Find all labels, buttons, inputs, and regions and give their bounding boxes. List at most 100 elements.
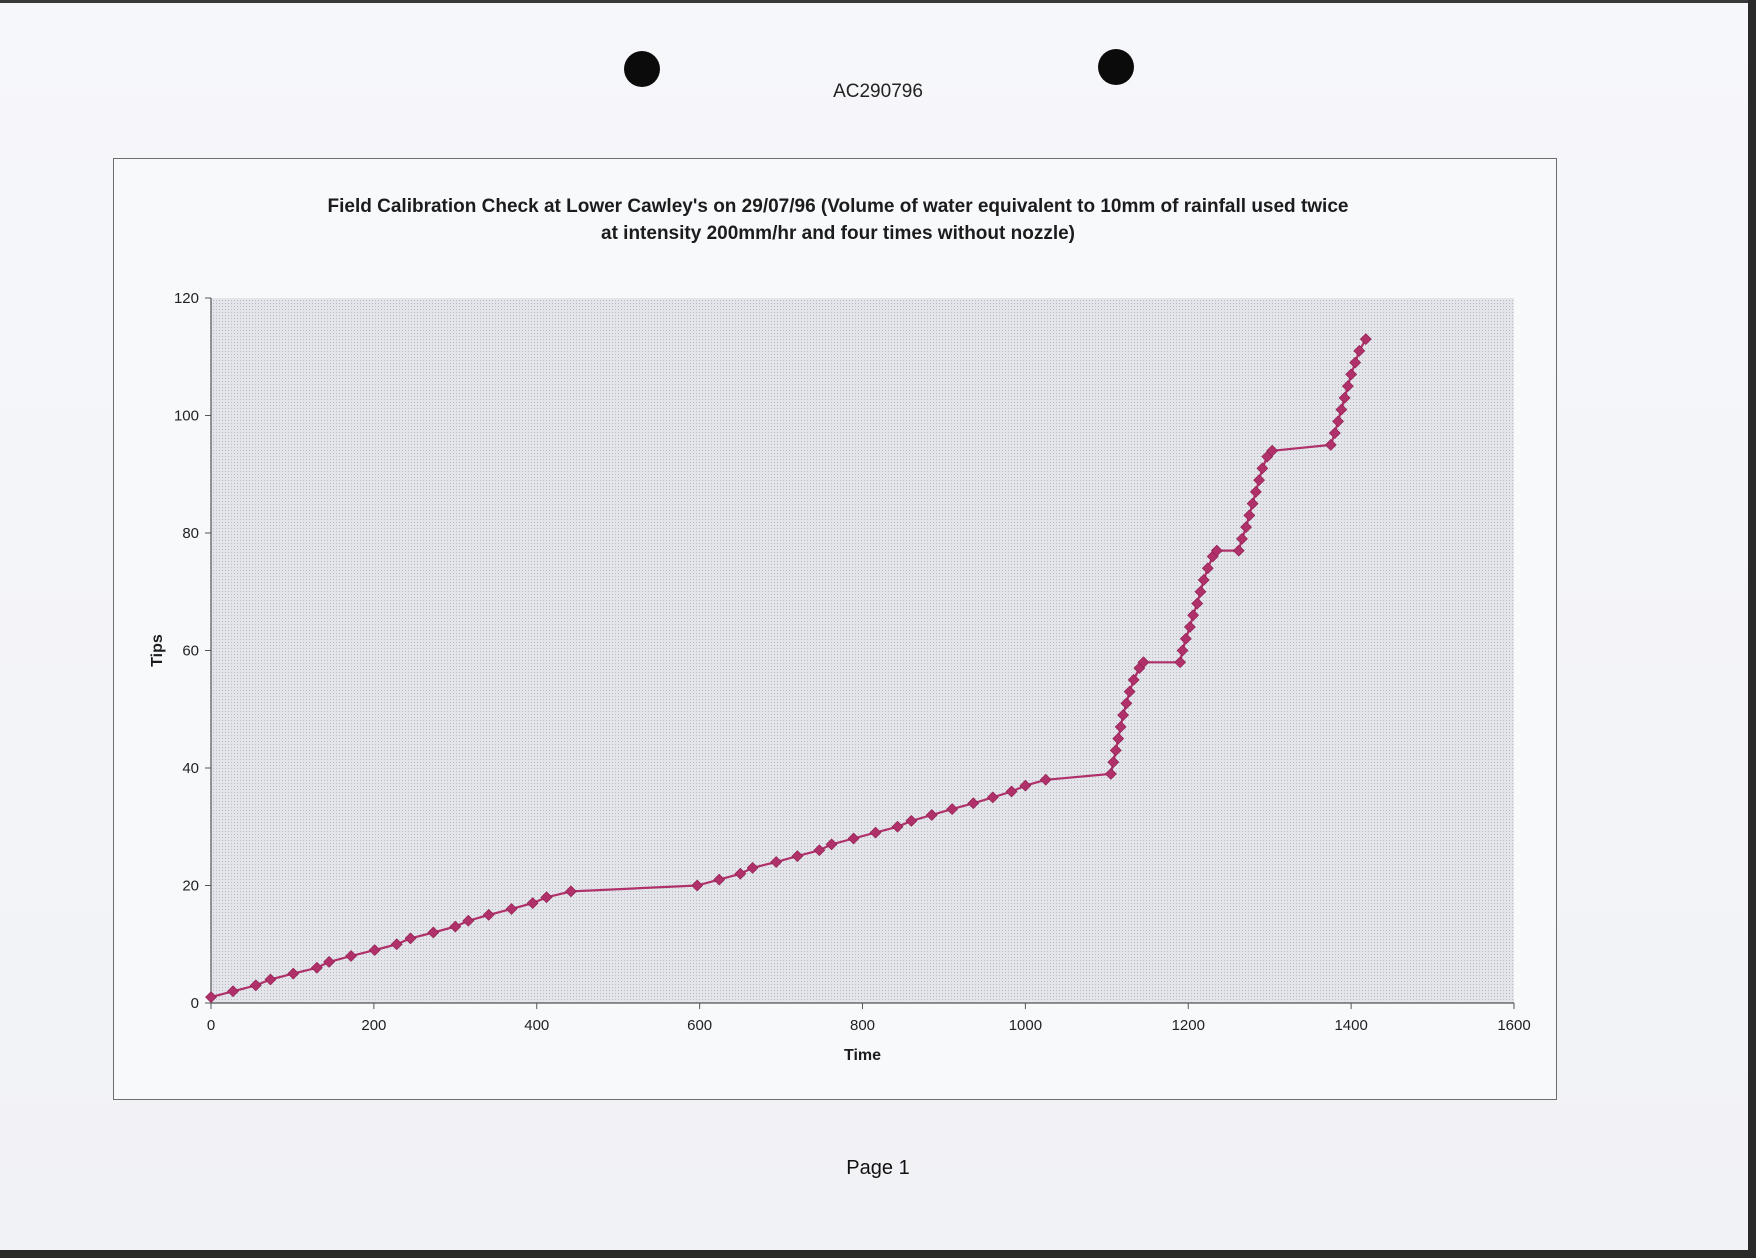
- plot-area: [211, 298, 1514, 1003]
- data-point-marker: [427, 926, 440, 939]
- data-point-marker: [1174, 656, 1187, 669]
- series-layer: [205, 333, 1372, 1004]
- data-point-marker: [540, 891, 553, 904]
- data-point-marker: [1187, 609, 1200, 622]
- x-tick-label: 1200: [1172, 1017, 1205, 1034]
- data-point-marker: [1191, 597, 1204, 610]
- data-point-marker: [1266, 444, 1279, 457]
- x-tick-label: 800: [850, 1017, 875, 1034]
- data-point-marker: [1246, 497, 1259, 510]
- punch-hole-right: [1098, 49, 1134, 85]
- data-point-marker: [1109, 744, 1122, 757]
- data-point-marker: [1240, 521, 1252, 534]
- data-point-marker: [1249, 485, 1262, 498]
- data-point-marker: [1114, 720, 1127, 733]
- data-point-marker: [1120, 697, 1133, 710]
- data-point-marker: [1005, 785, 1018, 798]
- data-point-marker: [825, 838, 838, 851]
- data-point-marker: [1253, 474, 1266, 487]
- data-point-marker: [565, 885, 577, 898]
- data-point-marker: [1183, 621, 1196, 633]
- y-tick-label: 40: [182, 760, 199, 777]
- y-tick-label: 80: [182, 525, 199, 542]
- data-point-marker: [1353, 344, 1366, 357]
- y-axis-title: Tips: [149, 634, 166, 667]
- scan-edge-bottom: [0, 1250, 1756, 1258]
- data-point-marker: [1123, 685, 1136, 698]
- data-point-marker: [746, 861, 759, 874]
- x-tick-label: 1400: [1334, 1017, 1367, 1034]
- x-axis-title: Time: [844, 1047, 881, 1064]
- data-point-marker: [1243, 509, 1256, 522]
- data-point-marker: [847, 832, 860, 845]
- x-tick-label: 200: [361, 1017, 386, 1034]
- data-point-marker: [1236, 532, 1248, 545]
- data-point-marker: [1201, 562, 1214, 575]
- data-point-marker: [1112, 732, 1125, 745]
- data-point-marker: [390, 938, 403, 951]
- data-point-marker: [310, 961, 323, 974]
- x-tick-label: 400: [524, 1017, 549, 1034]
- data-point-marker: [227, 985, 239, 998]
- data-point-marker: [287, 967, 300, 980]
- scan-edge-right: [1748, 0, 1756, 1258]
- chart-title-line-2: at intensity 200mm/hr and four times wit…: [601, 223, 1075, 244]
- data-point-marker: [1332, 415, 1345, 428]
- data-point-marker: [1194, 585, 1207, 598]
- x-tick-label: 600: [687, 1017, 712, 1034]
- data-point-marker: [1359, 333, 1372, 346]
- data-point-marker: [1256, 462, 1269, 475]
- data-point-marker: [1197, 574, 1210, 586]
- data-point-marker: [249, 979, 262, 992]
- y-tick-label: 120: [174, 290, 199, 307]
- data-point-marker: [368, 944, 381, 957]
- x-tick-label: 1600: [1497, 1017, 1530, 1034]
- y-tick-label: 60: [182, 643, 199, 660]
- data-point-marker: [770, 856, 783, 868]
- data-point-marker: [967, 797, 980, 810]
- chart-title-line-1: Field Calibration Check at Lower Cawley'…: [327, 196, 1349, 217]
- data-point-marker: [323, 955, 336, 968]
- data-point-marker: [1341, 380, 1354, 393]
- punch-hole-left: [624, 51, 660, 87]
- data-point-marker: [734, 867, 747, 880]
- scan-edge-top: [0, 0, 1756, 3]
- y-tick-label: 20: [182, 878, 199, 895]
- data-point-marker: [345, 950, 357, 962]
- data-point-marker: [891, 820, 904, 833]
- data-point-marker: [404, 932, 417, 945]
- data-point-marker: [505, 903, 518, 915]
- chart-title: Field Calibration Check at Lower Cawley'…: [0, 193, 1676, 247]
- data-point-marker: [946, 803, 959, 816]
- data-point-marker: [1019, 779, 1032, 792]
- x-tick-label: 0: [207, 1017, 215, 1034]
- data-point-marker: [925, 809, 938, 821]
- data-point-marker: [1349, 356, 1362, 369]
- data-point-marker: [986, 791, 999, 804]
- data-point-marker: [1324, 438, 1337, 451]
- data-point-marker: [1232, 544, 1245, 557]
- data-point-marker: [1176, 644, 1189, 657]
- data-point-marker: [1127, 673, 1140, 686]
- data-point-marker: [1338, 391, 1351, 404]
- data-point-marker: [905, 814, 918, 827]
- document-reference: AC290796: [833, 81, 923, 102]
- data-point-marker: [713, 873, 726, 886]
- data-point-marker: [1107, 756, 1120, 769]
- data-point-marker: [1335, 403, 1348, 416]
- data-point-marker: [1104, 767, 1117, 780]
- data-point-marker: [482, 908, 495, 921]
- data-point-marker: [691, 879, 704, 892]
- data-point-marker: [1328, 427, 1341, 440]
- data-point-marker: [1039, 773, 1052, 786]
- data-point-marker: [526, 897, 539, 910]
- data-point-marker: [462, 914, 475, 927]
- y-tick-label: 100: [174, 408, 199, 425]
- data-point-marker: [205, 991, 217, 1004]
- data-point-marker: [1117, 709, 1130, 722]
- data-point-marker: [791, 850, 804, 863]
- data-point-marker: [449, 920, 462, 933]
- data-point-marker: [1179, 632, 1192, 645]
- page-number: Page 1: [846, 1157, 910, 1179]
